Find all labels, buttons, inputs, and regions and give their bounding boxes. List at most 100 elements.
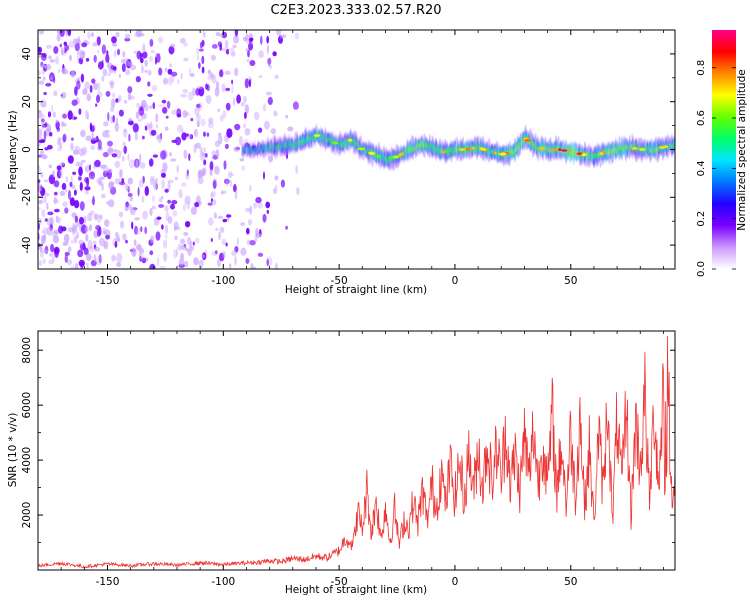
- y-tick-label: 4000: [21, 447, 33, 474]
- signal-mark: [343, 142, 346, 146]
- noise-mark: [43, 130, 47, 140]
- noise-mark: [168, 76, 173, 86]
- noise-mark: [38, 70, 41, 76]
- signal-mark: [290, 142, 292, 146]
- noise-mark: [161, 179, 165, 190]
- signal-mark: [658, 145, 660, 151]
- noise-mark: [150, 129, 157, 136]
- signal-mark: [570, 150, 572, 155]
- signal-mark: [287, 142, 289, 146]
- noise-mark: [81, 224, 88, 234]
- signal-mark: [536, 145, 538, 150]
- noise-mark: [178, 243, 182, 251]
- noise-mark: [43, 195, 47, 204]
- signal-mark: [654, 148, 656, 152]
- noise-mark: [96, 36, 101, 46]
- noise-mark: [107, 112, 110, 122]
- noise-mark: [95, 178, 100, 184]
- signal-mark: [303, 138, 305, 143]
- noise-mark: [158, 204, 165, 208]
- noise-mark: [110, 186, 117, 195]
- noise-mark: [176, 247, 179, 258]
- noise-mark: [189, 245, 195, 251]
- noise-mark: [56, 32, 61, 42]
- noise-mark: [231, 79, 234, 85]
- noise-mark: [128, 133, 131, 142]
- noise-mark: [107, 140, 113, 147]
- signal-mark: [449, 147, 451, 153]
- signal-mark: [364, 149, 366, 154]
- noise-mark: [199, 146, 203, 154]
- noise-mark: [84, 215, 87, 224]
- signal-mark: [354, 140, 356, 145]
- signal-peak-mark: [558, 148, 562, 151]
- noise-mark: [70, 266, 75, 269]
- noise-mark: [150, 50, 155, 54]
- noise-mark: [212, 178, 218, 182]
- signal-mark: [336, 141, 338, 149]
- noise-mark: [142, 210, 148, 220]
- signal-mark: [292, 143, 295, 149]
- signal-peak-mark: [471, 146, 475, 150]
- noise-mark: [38, 179, 41, 184]
- signal-mark: [624, 145, 626, 149]
- signal-peak-mark: [465, 148, 471, 151]
- noise-mark: [105, 53, 110, 64]
- noise-mark: [128, 60, 133, 68]
- noise-mark: [215, 227, 219, 232]
- noise-mark: [149, 105, 153, 110]
- noise-mark: [48, 55, 52, 60]
- x-tick-label: -100: [211, 576, 235, 588]
- noise-mark: [161, 195, 164, 200]
- noise-mark: [102, 68, 108, 77]
- signal-mark: [427, 145, 430, 149]
- noise-mark: [111, 36, 117, 44]
- noise-mark: [197, 102, 203, 111]
- signal-mark: [650, 148, 653, 154]
- noise-mark: [67, 30, 72, 37]
- signal-mark: [510, 149, 512, 154]
- signal-mark: [598, 151, 600, 157]
- signal-mark: [438, 148, 440, 153]
- signal-mark: [500, 148, 502, 157]
- colorbar-ticks: 0.0 0.2 0.4 0.6 0.8: [696, 60, 736, 277]
- signal-mark: [543, 146, 546, 150]
- noise-mark: [124, 33, 131, 40]
- signal-peak-mark: [639, 148, 646, 151]
- noise-mark: [131, 221, 134, 230]
- signal-mark: [346, 140, 348, 146]
- signal-mark: [273, 144, 275, 154]
- noise-mark: [139, 255, 142, 262]
- noise-mark: [72, 38, 79, 45]
- signal-mark: [329, 137, 331, 142]
- noise-mark: [165, 233, 168, 239]
- noise-mark: [182, 110, 188, 118]
- noise-mark: [49, 131, 53, 137]
- signal-mark: [568, 148, 570, 154]
- noise-mark: [157, 133, 162, 144]
- noise-mark: [41, 154, 48, 160]
- signal-mark: [467, 145, 469, 150]
- signal-mark: [669, 144, 672, 148]
- noise-mark: [61, 67, 67, 75]
- signal-mark: [378, 154, 380, 161]
- noise-mark: [177, 124, 183, 133]
- noise-mark: [59, 162, 65, 166]
- noise-mark: [211, 44, 218, 49]
- noise-mark: [41, 235, 45, 245]
- signal-mark: [504, 148, 506, 156]
- signal-mark: [300, 135, 302, 145]
- noise-mark: [209, 161, 214, 171]
- noise-mark: [42, 76, 46, 81]
- signal-mark: [593, 153, 595, 157]
- noise-mark: [144, 69, 148, 73]
- signal-peak-mark: [631, 147, 638, 150]
- signal-mark: [385, 155, 388, 163]
- signal-mark: [653, 149, 655, 153]
- signal-mark: [294, 141, 296, 147]
- x-tick-label: 0: [452, 275, 459, 287]
- signal-mark: [531, 140, 533, 145]
- noise-mark: [167, 181, 171, 192]
- noise-mark: [119, 169, 122, 179]
- noise-mark: [199, 41, 203, 49]
